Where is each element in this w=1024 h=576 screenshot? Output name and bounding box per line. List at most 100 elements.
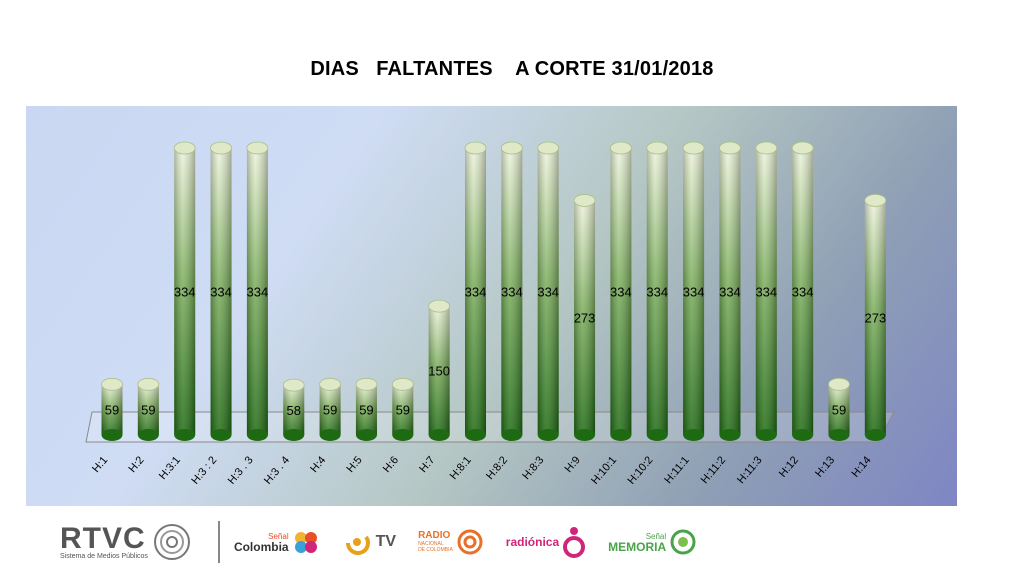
radionica-logo: radiónica [506, 525, 586, 559]
bar-shade [864, 200, 886, 435]
bar-base [501, 429, 523, 441]
bar-shade [137, 384, 159, 435]
bar-shade [574, 200, 596, 435]
bar-3 [173, 141, 196, 441]
bar-cap [210, 141, 232, 155]
bar-cap [791, 141, 814, 155]
bar-shade [101, 384, 123, 435]
bar-1 [101, 377, 123, 441]
bar-5 [246, 141, 269, 441]
bar-19 [755, 141, 778, 441]
rtvc-logo-sub: Sistema de Medios Públicos [60, 552, 148, 560]
bar-base [828, 429, 850, 441]
bar-base [101, 429, 123, 441]
bar-chart: 59 H:1 59 H:2 334 H:3:1 334 H:3 : 2 334 H:3 . 3 58… [85, 141, 895, 487]
bar-cap [246, 141, 269, 155]
bar-base [574, 429, 596, 441]
bar-base [319, 429, 341, 441]
category-label-12: H:8:2 [484, 454, 510, 482]
spiral-icon [153, 524, 190, 560]
bar-shade [465, 148, 486, 435]
bar-base [719, 429, 741, 441]
bar-cap [573, 194, 596, 207]
rtvc-logo-word: RTVC [60, 521, 146, 555]
data-label-22: 273 [864, 311, 886, 326]
category-label-10: H:7 [417, 454, 437, 475]
data-label-6: 58 [287, 403, 301, 418]
category-label-18: H:11:2 [699, 454, 729, 486]
bar-cap [646, 141, 669, 155]
rtvc-logo: RTVC Sistema de Medios Públicos [60, 522, 192, 562]
bar-cap [173, 141, 196, 155]
bar-cap [101, 377, 123, 391]
bar-4 [210, 141, 232, 441]
radio-nacional-logo: RADIO NACIONAL DE COLOMBIA [418, 528, 484, 556]
bar-2 [137, 377, 160, 441]
plot-area: 59 H:1 59 H:2 334 H:3:1 334 H:3 : 2 334 H:3 . 3 58… [26, 106, 957, 506]
bar-base [646, 429, 668, 441]
bar-base [174, 429, 196, 441]
bar-9 [391, 377, 414, 441]
bar-cap [864, 194, 887, 207]
bar-base [210, 429, 232, 441]
bar-shade [246, 148, 268, 435]
bar-22 [864, 194, 887, 441]
data-label-20: 334 [792, 285, 814, 300]
category-label-13: H:8:3 [520, 454, 546, 482]
bar-base [355, 429, 377, 441]
data-label-17: 334 [683, 285, 705, 300]
category-label-22: H:14 [850, 454, 874, 480]
radio-nacional-sub1: NACIONAL [418, 541, 444, 547]
bar-14 [573, 194, 596, 441]
bar-11 [464, 141, 487, 441]
flower-icon [294, 532, 317, 553]
data-label-15: 334 [610, 285, 632, 300]
category-label-20: H:12 [777, 454, 801, 480]
bar-cap [137, 377, 160, 391]
category-label-5: H:3 . 3 [226, 454, 256, 487]
bar-cap [282, 378, 305, 392]
data-label-9: 59 [396, 403, 410, 418]
bar-shade [755, 148, 777, 435]
canal-tv-logo: TV [342, 527, 396, 557]
data-label-19: 334 [755, 285, 777, 300]
data-label-11: 334 [465, 285, 487, 300]
bar-13 [537, 141, 560, 441]
bar-cap [391, 377, 414, 391]
category-label-14: H:9 [563, 454, 583, 475]
category-label-6: H:3 . 4 [262, 454, 292, 487]
bar-7 [319, 377, 342, 441]
bar-shade [501, 148, 523, 435]
data-label-3: 334 [174, 285, 196, 300]
senal-memoria-top: Señal [645, 531, 667, 541]
category-label-2: H:2 [126, 454, 146, 475]
bar-cap [500, 141, 523, 155]
bar-12 [500, 141, 523, 441]
category-label-11: H:8:1 [448, 454, 474, 482]
bar-base [755, 429, 777, 441]
bar-cap [537, 141, 560, 155]
radionica-word: radiónica [505, 535, 560, 549]
bar-shade [319, 384, 341, 435]
bar-shade [610, 148, 632, 435]
data-label-16: 334 [646, 285, 668, 300]
bar-cap [355, 377, 378, 391]
category-label-7: H:4 [308, 454, 328, 475]
bar-shade [683, 148, 705, 435]
bar-shade [283, 385, 305, 435]
bar-base [246, 429, 268, 441]
bar-base [610, 429, 632, 441]
bar-20 [791, 141, 814, 441]
bar-cap [755, 141, 778, 155]
bar-15 [610, 141, 632, 441]
senal-colombia-word: Colombia [233, 539, 289, 554]
bar-cap [319, 377, 342, 391]
bar-shade [355, 384, 377, 435]
bar-base [537, 429, 559, 441]
bar-cap [464, 141, 487, 155]
data-label-14: 273 [574, 311, 596, 326]
bar-shade [428, 306, 450, 435]
data-label-8: 59 [359, 403, 373, 418]
bar-cap [610, 141, 632, 155]
data-label-21: 59 [832, 403, 846, 418]
